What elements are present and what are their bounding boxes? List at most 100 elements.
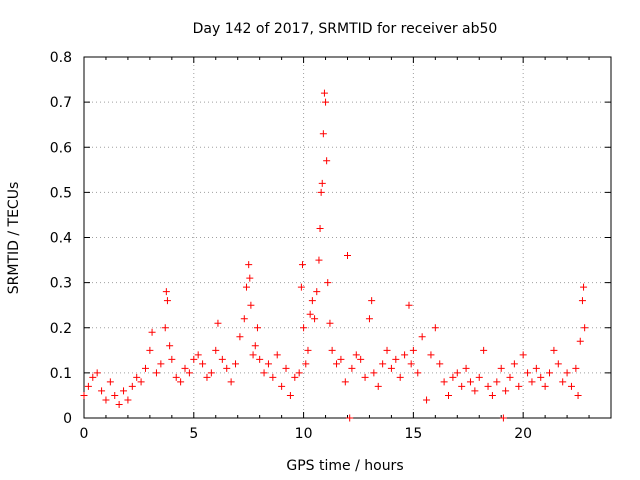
data-point-0-55 xyxy=(286,391,294,399)
data-point-0-44 xyxy=(247,301,255,309)
data-point-0-124 xyxy=(515,382,523,390)
data-point-0-97 xyxy=(405,301,413,309)
y-tick-label-6: 0.6 xyxy=(50,140,72,156)
data-point-0-73 xyxy=(322,98,330,106)
data-point-0-10 xyxy=(124,396,132,404)
y-axis-label: SRMTID / TECUs xyxy=(6,182,22,295)
data-point-0-85 xyxy=(357,355,365,363)
data-point-0-121 xyxy=(502,387,510,395)
data-point-0-109 xyxy=(453,369,461,377)
data-point-0-17 xyxy=(152,369,160,377)
data-point-0-112 xyxy=(466,378,474,386)
x-tick-label-1: 5 xyxy=(189,426,198,442)
data-point-0-90 xyxy=(374,382,382,390)
data-point-0-88 xyxy=(368,297,376,305)
data-point-0-5 xyxy=(102,396,110,404)
data-point-0-52 xyxy=(273,351,281,359)
x-tick-label-3: 15 xyxy=(404,426,422,442)
data-point-0-32 xyxy=(207,369,215,377)
data-point-0-54 xyxy=(282,364,290,372)
data-point-0-75 xyxy=(324,279,332,287)
data-point-0-39 xyxy=(236,333,244,341)
data-point-0-35 xyxy=(218,355,226,363)
data-point-0-102 xyxy=(423,396,431,404)
data-point-0-93 xyxy=(387,364,395,372)
data-point-0-14 xyxy=(141,364,149,372)
data-point-0-83 xyxy=(348,364,356,372)
y-tick-label-5: 0.5 xyxy=(50,185,72,201)
data-point-0-38 xyxy=(232,360,240,368)
data-point-0-49 xyxy=(260,369,268,377)
data-point-0-74 xyxy=(323,157,331,165)
data-point-0-127 xyxy=(528,378,536,386)
data-point-0-108 xyxy=(449,373,457,381)
data-point-0-15 xyxy=(146,346,154,354)
data-point-0-65 xyxy=(311,315,319,323)
data-point-0-62 xyxy=(304,346,312,354)
data-point-0-95 xyxy=(396,373,404,381)
data-point-0-89 xyxy=(370,369,378,377)
y-tick-label-8: 0.8 xyxy=(50,50,72,66)
data-point-0-122 xyxy=(506,373,514,381)
y-tick-label-4: 0.4 xyxy=(50,231,72,247)
y-tick-label-1: 0.1 xyxy=(50,366,72,382)
data-point-0-110 xyxy=(458,382,466,390)
data-point-0-20 xyxy=(162,288,170,296)
data-point-0-114 xyxy=(475,373,483,381)
x-tick-label-4: 20 xyxy=(514,426,532,442)
x-tick-label-2: 10 xyxy=(295,426,313,442)
data-point-0-132 xyxy=(550,346,558,354)
x-tick-label-0: 0 xyxy=(80,426,89,442)
data-point-0-21 xyxy=(163,297,171,305)
data-point-0-101 xyxy=(418,333,426,341)
data-point-0-105 xyxy=(436,360,444,368)
data-point-0-27 xyxy=(185,369,193,377)
data-point-0-139 xyxy=(576,337,584,345)
data-point-0-57 xyxy=(295,369,303,377)
data-point-0-87 xyxy=(365,315,373,323)
data-point-0-37 xyxy=(227,378,235,386)
y-tick-label-2: 0.2 xyxy=(50,321,72,337)
data-point-0-61 xyxy=(302,360,310,368)
data-point-0-22 xyxy=(166,342,174,350)
data-point-0-98 xyxy=(407,360,415,368)
data-point-0-94 xyxy=(392,355,400,363)
data-point-0-11 xyxy=(128,382,136,390)
data-point-0-60 xyxy=(300,324,308,332)
data-point-0-58 xyxy=(297,283,305,291)
data-point-0-134 xyxy=(559,378,567,386)
data-point-0-117 xyxy=(488,391,496,399)
data-point-0-16 xyxy=(148,328,156,336)
data-point-0-133 xyxy=(554,360,562,368)
data-point-0-30 xyxy=(199,360,207,368)
data-point-0-123 xyxy=(510,360,518,368)
data-point-0-28 xyxy=(190,355,198,363)
data-point-0-118 xyxy=(493,378,501,386)
data-point-0-4 xyxy=(98,387,106,395)
data-point-0-81 xyxy=(344,252,351,260)
data-point-0-45 xyxy=(249,351,257,359)
data-point-0-36 xyxy=(223,364,231,372)
data-point-0-6 xyxy=(106,378,114,386)
data-point-0-103 xyxy=(427,351,435,359)
data-point-0-42 xyxy=(245,261,253,269)
data-point-0-7 xyxy=(111,391,119,399)
data-point-0-41 xyxy=(242,283,250,291)
data-point-0-18 xyxy=(157,360,165,368)
data-point-0-33 xyxy=(212,346,220,354)
data-point-0-0 xyxy=(80,391,88,399)
data-point-0-56 xyxy=(291,373,299,381)
data-point-0-113 xyxy=(471,387,479,395)
data-point-0-68 xyxy=(316,224,324,232)
data-point-0-40 xyxy=(240,315,248,323)
data-point-0-46 xyxy=(251,342,259,350)
data-point-0-91 xyxy=(379,360,387,368)
chart-title: Day 142 of 2017, SRMTID for receiver ab5… xyxy=(193,21,498,37)
data-point-0-107 xyxy=(445,391,453,399)
y-tick-label-7: 0.7 xyxy=(50,95,72,111)
data-point-0-82 xyxy=(346,414,354,422)
data-point-0-9 xyxy=(120,387,128,395)
data-point-0-8 xyxy=(115,400,123,408)
